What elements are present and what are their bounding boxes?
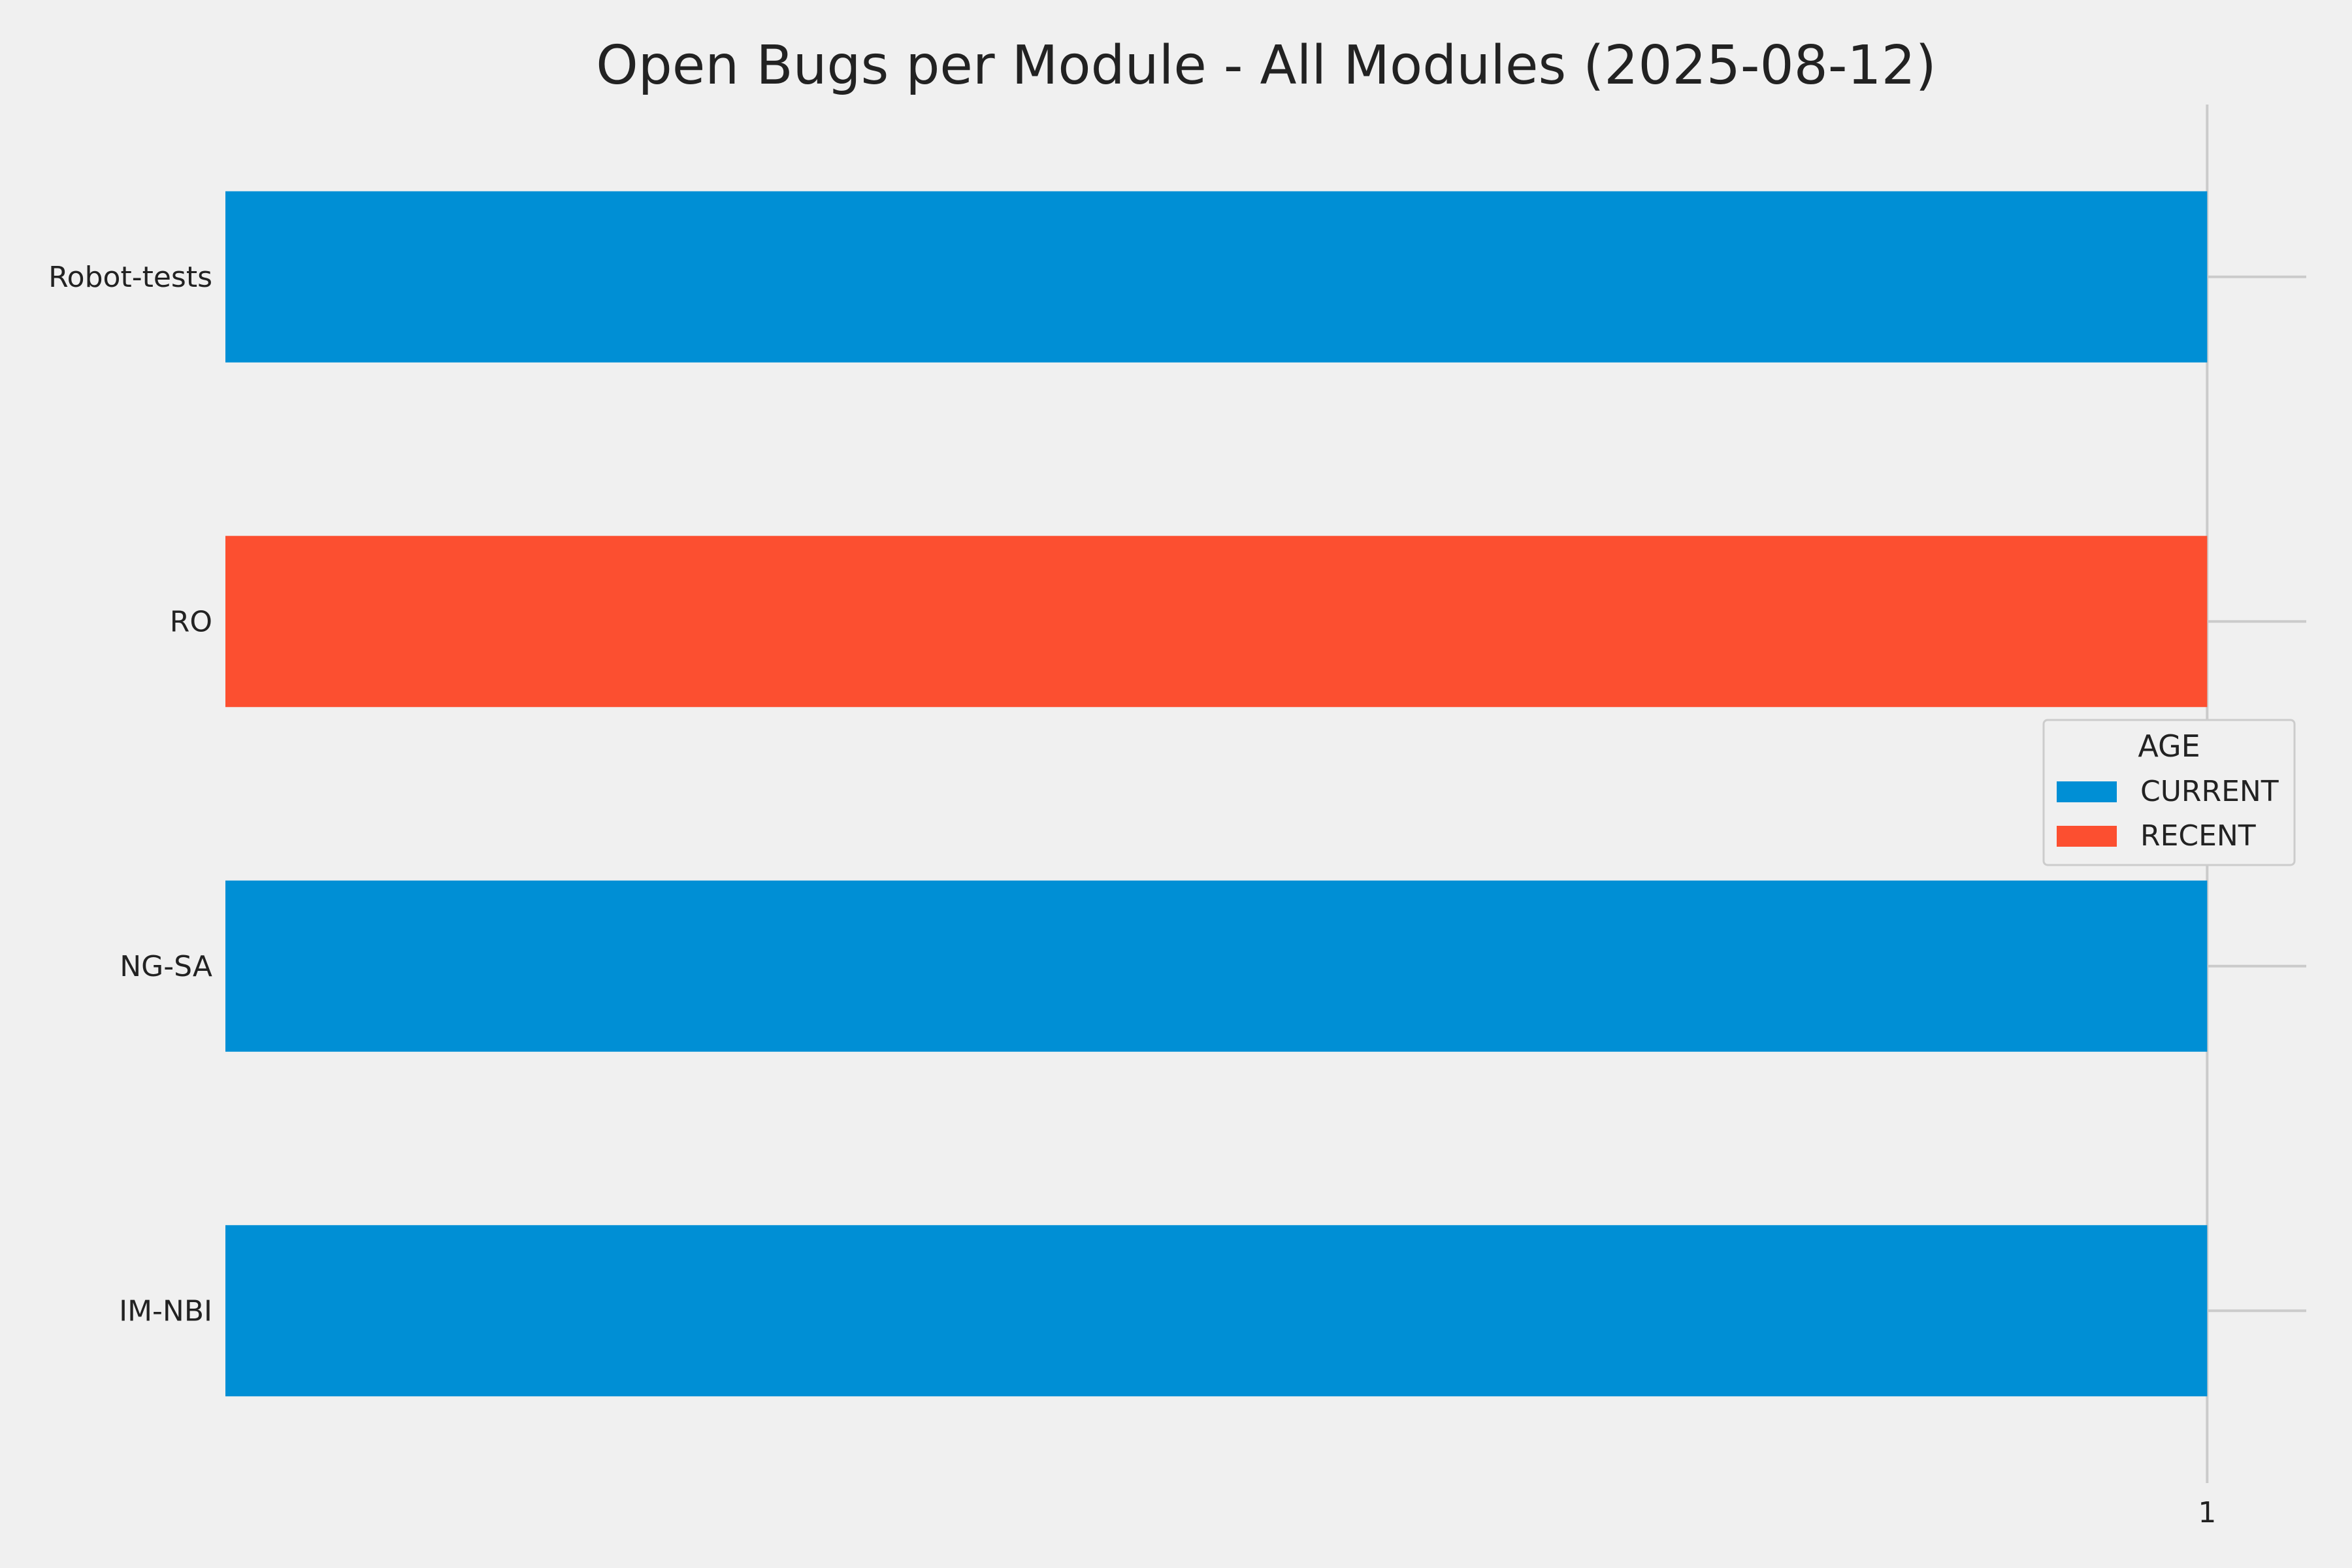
bar-ro-recent (225, 536, 2208, 708)
chart-title: Open Bugs per Module - All Modules (2025… (596, 35, 1936, 97)
legend-title: AGE (2138, 728, 2200, 764)
legend-label-current: CURRENT (2140, 775, 2279, 808)
legend-swatch-recent (2057, 826, 2117, 847)
legend: AGE CURRENT RECENT (2042, 719, 2296, 866)
bar-robot-tests-current (225, 191, 2208, 363)
bars (225, 191, 2208, 1397)
bar-ng-sa-current (225, 880, 2208, 1052)
y-tick-label-im-nbi: IM-NBI (119, 1294, 212, 1328)
x-tick-label-1: 1 (2198, 1496, 2216, 1529)
bar-im-nbi-current (225, 1225, 2208, 1397)
legend-label-recent: RECENT (2140, 819, 2256, 853)
y-tick-label-ro: RO (170, 605, 212, 638)
tick-labels: IM-NBI NG-SA RO Robot-tests 1 (48, 261, 2216, 1529)
y-tick-label-robot-tests: Robot-tests (48, 261, 212, 294)
legend-swatch-current (2057, 781, 2117, 802)
y-tick-label-ng-sa: NG-SA (120, 950, 212, 983)
